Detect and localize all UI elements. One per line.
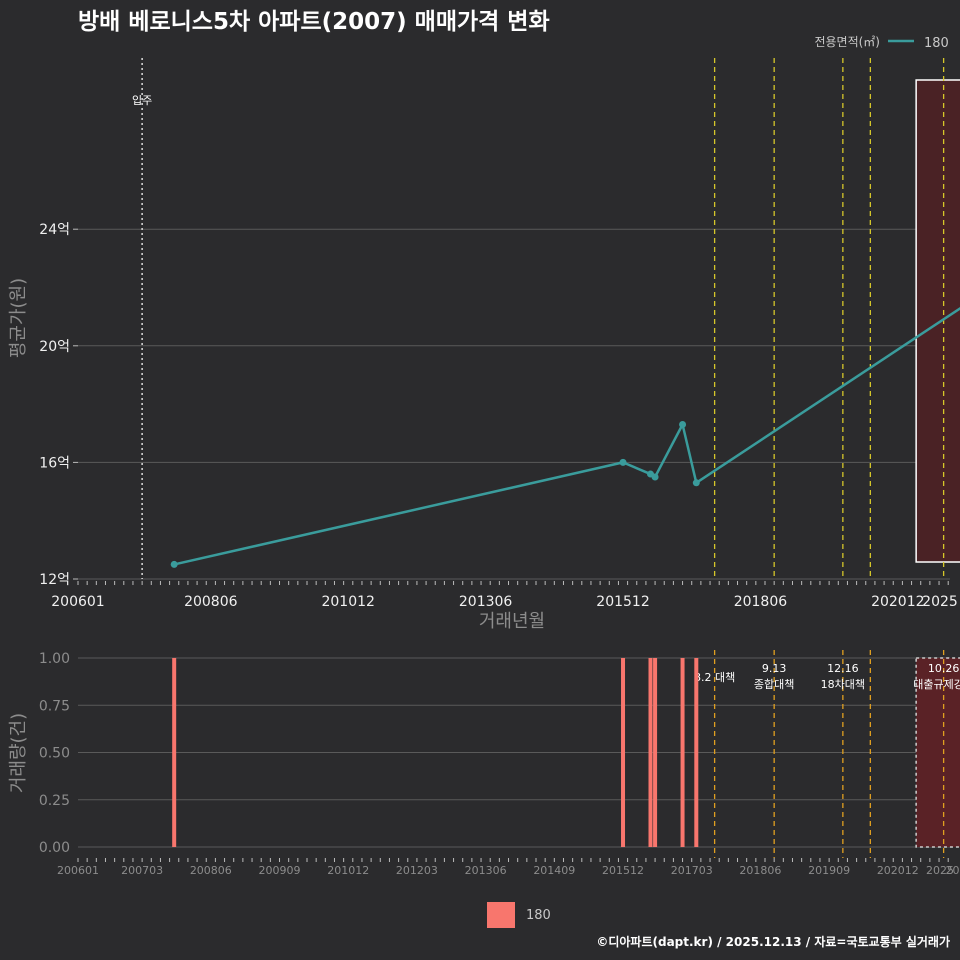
y-tick-label: 0.00 — [39, 840, 70, 856]
policy-label-line: 대출규제강화 — [913, 678, 960, 691]
x-tick-label: 201512 — [596, 594, 649, 610]
price-line-chart: 12억 16억 20억 24억 입주 200601 200806 201012 201306 20… — [8, 58, 960, 632]
x-axis-title: 거래년월 — [479, 611, 545, 632]
reference-label: 입주 — [132, 94, 152, 107]
data-point — [651, 473, 659, 481]
x-tick-label: 201512 — [602, 864, 644, 877]
x-tick-label: 201012 — [327, 864, 369, 877]
legend-title: 전용면적(㎡) — [814, 35, 880, 49]
policy-label: 8.2 대책 — [694, 671, 735, 684]
y-tick-label: 24억 — [39, 222, 70, 238]
x-tick-label: 201409 — [533, 864, 575, 877]
volume-bar — [648, 658, 653, 847]
volume-bar — [172, 658, 177, 847]
x-tick-label: 2025 — [922, 594, 958, 610]
y-tick-label: 12억 — [39, 572, 70, 588]
legend-top: 전용면적(㎡) 180 — [814, 35, 948, 51]
policy-label-line: 18차대책 — [821, 678, 865, 691]
volume-bar — [694, 658, 699, 847]
series-line — [173, 306, 960, 566]
x-tick-label: 200909 — [259, 864, 301, 877]
policy-label-line: 종합대책 — [754, 678, 794, 691]
y-tick-label: 20억 — [39, 339, 70, 355]
highlight-region — [915, 79, 960, 563]
chart-title: 방배 베로니스5차 아파트(2007) 매매가격 변화 — [78, 9, 550, 35]
data-point — [692, 479, 700, 487]
y-tick-label: 0.25 — [39, 793, 70, 809]
policy-label-line: 8.2 대책 — [694, 671, 735, 684]
data-point — [679, 421, 687, 429]
volume-bar — [680, 658, 685, 847]
x-tick-label: 201306 — [465, 864, 507, 877]
legend-bottom: 180 — [487, 902, 551, 928]
x-tick-label: 200703 — [121, 864, 163, 877]
x-tick-label: 200601 — [57, 864, 99, 877]
caption: ©디아파트(dapt.kr) / 2025.12.13 / 자료=국토교통부 실… — [596, 934, 950, 949]
x-tick-label: 201203 — [396, 864, 438, 877]
x-tick-label: 201012 — [321, 594, 374, 610]
policy-label: 10.26 대출규제강화 — [913, 662, 960, 691]
y-tick-label: 16억 — [39, 455, 70, 471]
legend-series-label: 180 — [924, 36, 949, 51]
legend-bar-label: 180 — [526, 908, 551, 923]
x-tick-label: 201806 — [739, 864, 781, 877]
policy-label: 9.13 종합대책 — [754, 662, 794, 691]
policy-label: 12.16 18차대책 — [821, 662, 865, 691]
policy-label-line: 10.26 — [928, 662, 960, 675]
x-tick-label: 201909 — [808, 864, 850, 877]
y-tick-label: 0.75 — [39, 698, 70, 714]
y-axis-title: 평균가(원) — [8, 278, 29, 358]
y-axis-title: 거래량(건) — [8, 713, 29, 793]
x-tick-label: 200806 — [184, 594, 238, 610]
policy-label-line: 9.13 — [762, 662, 787, 675]
highlight-region — [915, 657, 960, 848]
data-point — [619, 458, 627, 466]
x-tick-label: 201806 — [734, 594, 788, 610]
x-tick-label: 201306 — [459, 594, 513, 610]
x-tick-label: 202203 — [946, 864, 960, 877]
policy-label-line: 12.16 — [827, 662, 859, 675]
y-tick-label: 0.50 — [39, 746, 70, 762]
data-point — [170, 560, 178, 568]
volume-bar — [621, 658, 626, 847]
x-tick-label: 200601 — [51, 594, 104, 610]
x-tick-label: 201703 — [671, 864, 713, 877]
x-tick-label: 200806 — [190, 864, 232, 877]
y-tick-label: 1.00 — [39, 651, 70, 667]
legend-bar-swatch — [487, 902, 515, 928]
x-tick-label: 202012 — [871, 594, 924, 610]
volume-bar — [653, 658, 658, 847]
x-tick-label: 2025 — [926, 864, 954, 877]
x-tick-label: 202012 — [877, 864, 919, 877]
